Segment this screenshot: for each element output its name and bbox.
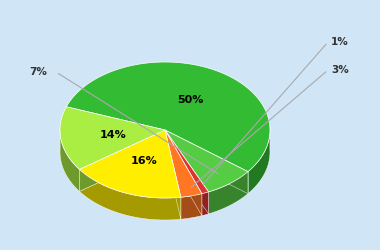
Polygon shape	[209, 172, 248, 214]
Polygon shape	[165, 130, 248, 192]
Polygon shape	[165, 130, 248, 194]
Polygon shape	[165, 130, 209, 194]
Polygon shape	[165, 130, 181, 219]
Polygon shape	[165, 130, 181, 219]
Text: 14%: 14%	[100, 130, 126, 140]
Text: 3%: 3%	[331, 65, 349, 75]
Polygon shape	[79, 170, 181, 220]
Polygon shape	[165, 130, 202, 216]
Text: 7%: 7%	[29, 67, 47, 77]
Polygon shape	[60, 107, 165, 170]
Polygon shape	[165, 130, 202, 197]
Text: 50%: 50%	[177, 95, 204, 105]
Text: 1%: 1%	[331, 37, 349, 47]
Polygon shape	[165, 130, 202, 216]
Polygon shape	[165, 130, 209, 214]
Polygon shape	[181, 194, 202, 219]
Polygon shape	[66, 62, 270, 172]
Polygon shape	[79, 130, 165, 192]
Polygon shape	[60, 128, 79, 192]
Text: 16%: 16%	[131, 156, 158, 166]
Polygon shape	[248, 127, 270, 194]
Polygon shape	[165, 130, 248, 194]
Polygon shape	[202, 192, 209, 216]
Polygon shape	[165, 130, 209, 214]
Polygon shape	[79, 130, 181, 198]
Polygon shape	[79, 130, 165, 192]
